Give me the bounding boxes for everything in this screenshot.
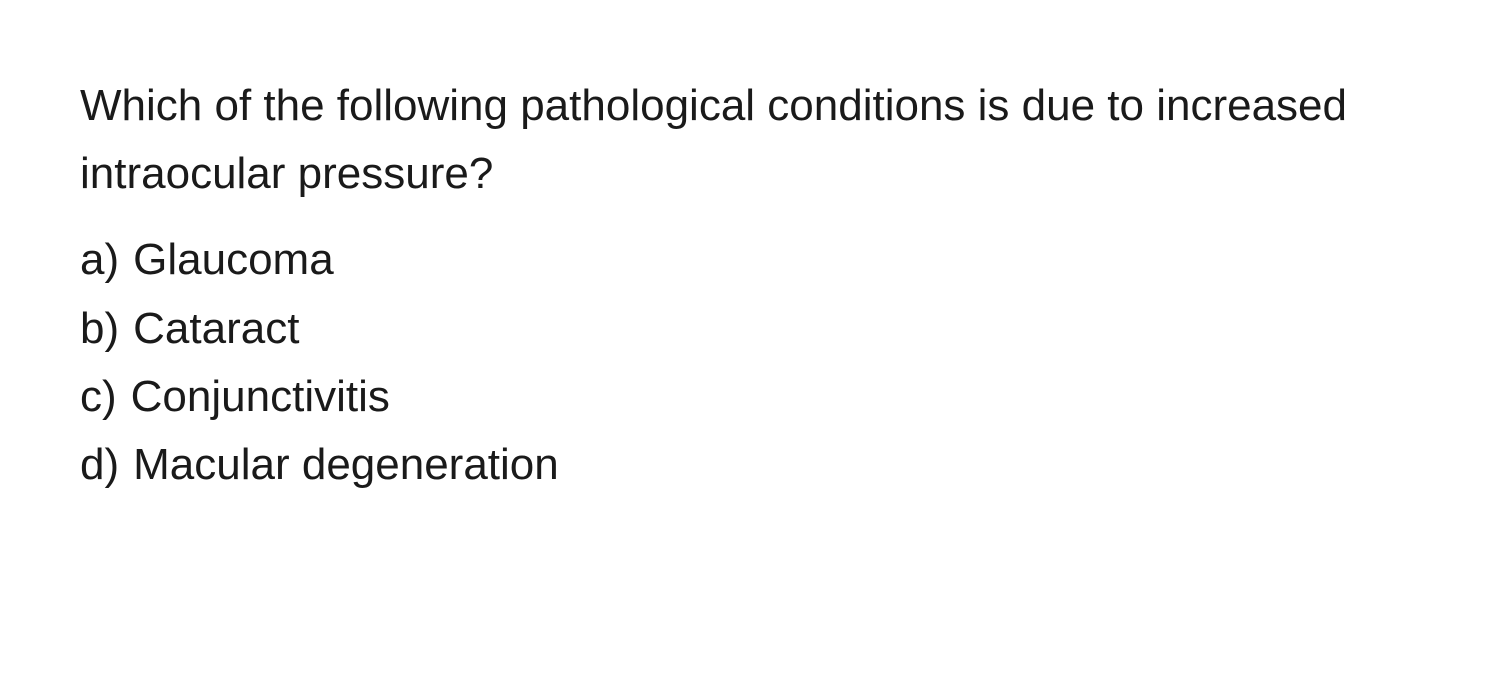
option-d: d) Macular degeneration [80, 431, 1420, 499]
option-label: c) [80, 363, 117, 431]
option-label: b) [80, 295, 119, 363]
question-text: Which of the following pathological cond… [80, 72, 1420, 208]
option-text: Glaucoma [133, 226, 334, 294]
option-a: a) Glaucoma [80, 226, 1420, 294]
question-container: Which of the following pathological cond… [80, 72, 1420, 499]
option-label: d) [80, 431, 119, 499]
option-text: Conjunctivitis [131, 363, 390, 431]
option-text: Macular degeneration [133, 431, 559, 499]
option-text: Cataract [133, 295, 299, 363]
option-b: b) Cataract [80, 295, 1420, 363]
options-list: a) Glaucoma b) Cataract c) Conjunctiviti… [80, 226, 1420, 499]
option-c: c) Conjunctivitis [80, 363, 1420, 431]
option-label: a) [80, 226, 119, 294]
